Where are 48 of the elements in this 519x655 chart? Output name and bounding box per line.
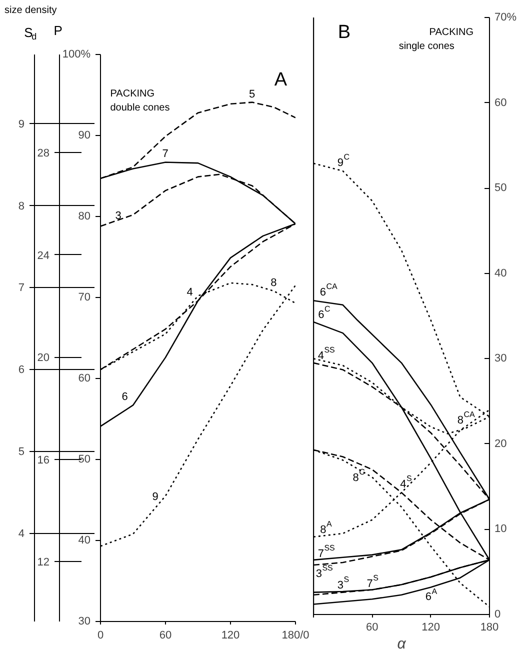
y-tick-label: 50: [78, 454, 91, 466]
y2-axis-title: P: [54, 23, 62, 38]
y2-tick-label: 28: [37, 147, 50, 160]
y-tick-label: 70%: [494, 12, 517, 24]
text: size density: [4, 5, 57, 16]
x-tick-label: 120: [422, 622, 440, 634]
y-tick-label: 50: [494, 182, 507, 194]
chart-title: B: [338, 22, 351, 43]
y-tick-label: 70: [78, 292, 91, 304]
y2-tick-label: 24: [37, 250, 50, 262]
y-tick-label: 60: [78, 372, 91, 384]
x-tick-label: 120: [221, 630, 240, 642]
series-label: 3: [115, 210, 122, 222]
x-axis-title: α: [397, 636, 406, 652]
series-label: 8: [270, 277, 277, 290]
y2-tick-label: 16: [37, 454, 50, 466]
y-tick-label: 0: [494, 608, 501, 620]
y-tick-label: 100%: [62, 48, 91, 60]
text: PACKING single cones: [398, 26, 474, 52]
y-tick-label: 40: [494, 267, 507, 280]
x-tick-label: 0: [97, 630, 104, 642]
y-tick-label: 30: [78, 616, 91, 628]
y3-tick-label: 6: [18, 364, 25, 376]
y-tick-label: 90: [78, 130, 91, 142]
series-label: 4: [186, 286, 193, 299]
y-tick-label: 60: [494, 96, 507, 109]
x-tick-label: 180: [480, 622, 499, 634]
y3-tick-label: 9: [18, 118, 25, 130]
series-label: 5: [248, 88, 256, 100]
text: PACKING double cones: [110, 88, 170, 114]
y-tick-label: 80: [78, 210, 91, 222]
y3-tick-label: 5: [18, 446, 25, 458]
y-tick-label: 40: [78, 534, 91, 546]
y3-tick-label: 4: [18, 528, 25, 540]
series-label: 6: [122, 391, 128, 404]
series-label: 7: [162, 148, 168, 160]
y3-tick-label: 8: [18, 200, 25, 212]
y2-tick-label: 20: [37, 352, 50, 364]
y-tick-label: 30: [494, 352, 507, 365]
y-tick-label: 20: [494, 438, 507, 450]
y3-tick-label: 7: [18, 282, 25, 294]
x-tick-label: 60: [159, 630, 172, 642]
x-tick-label: 180/0: [282, 630, 310, 642]
text: A: [274, 70, 288, 91]
x-tick-label: 60: [366, 622, 378, 634]
y-tick-label: 10: [494, 523, 507, 536]
y2-tick-label: 12: [37, 556, 50, 569]
series-label: 9: [152, 490, 158, 503]
